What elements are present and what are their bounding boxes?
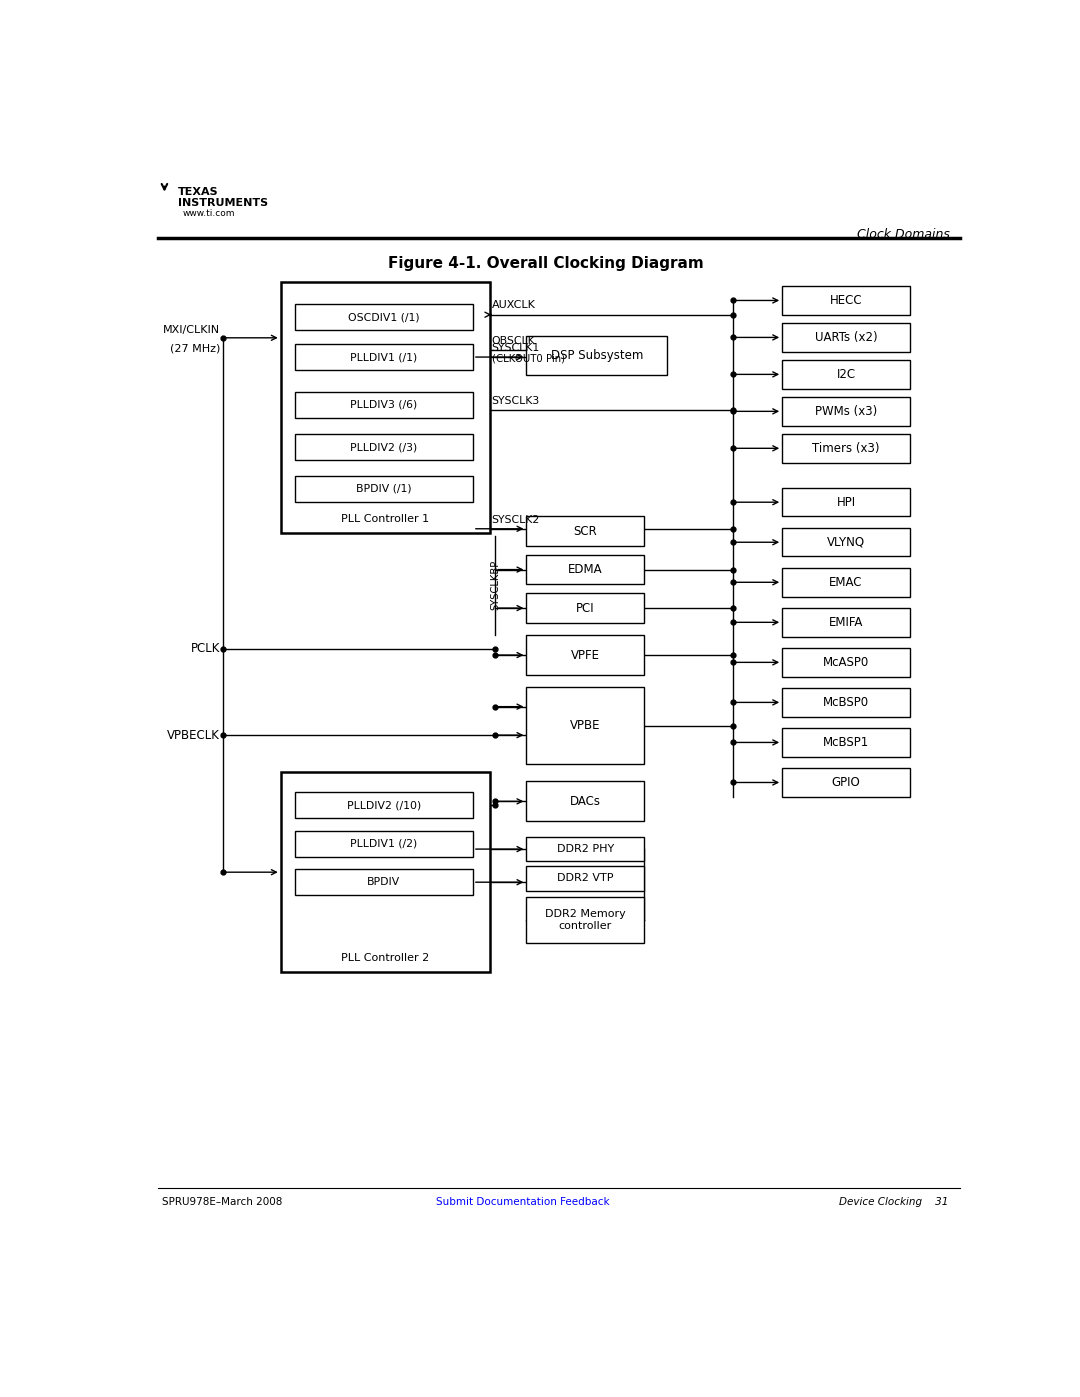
- Text: MXI/CLKIN: MXI/CLKIN: [163, 326, 220, 335]
- Bar: [782, 488, 910, 517]
- Bar: [782, 608, 910, 637]
- Bar: [782, 569, 910, 597]
- Text: EMAC: EMAC: [829, 576, 863, 588]
- Bar: [295, 475, 473, 502]
- Bar: [782, 397, 910, 426]
- Text: HPI: HPI: [837, 496, 855, 509]
- Bar: [526, 555, 644, 584]
- Bar: [295, 434, 473, 460]
- Text: SCR: SCR: [573, 525, 597, 538]
- Text: PCLK: PCLK: [191, 643, 220, 655]
- Text: GPIO: GPIO: [832, 775, 861, 789]
- Bar: [782, 323, 910, 352]
- Bar: [295, 869, 473, 895]
- Bar: [295, 391, 473, 418]
- Text: VPFE: VPFE: [570, 648, 599, 662]
- Text: www.ti.com: www.ti.com: [183, 210, 235, 218]
- Text: McASP0: McASP0: [823, 655, 869, 669]
- Bar: [526, 687, 644, 764]
- Text: PLL Controller 2: PLL Controller 2: [341, 953, 430, 963]
- Text: DDR2 PHY: DDR2 PHY: [556, 844, 613, 854]
- Text: AUXCLK: AUXCLK: [491, 300, 536, 310]
- Text: PCI: PCI: [576, 602, 595, 615]
- Text: SYSCLK1: SYSCLK1: [491, 344, 540, 353]
- Text: McBSP1: McBSP1: [823, 736, 869, 749]
- Text: McBSP0: McBSP0: [823, 696, 869, 708]
- Text: INSTRUMENTS: INSTRUMENTS: [177, 197, 268, 208]
- Bar: [782, 286, 910, 314]
- Bar: [526, 337, 667, 374]
- Text: SYSCLK3: SYSCLK3: [491, 397, 540, 407]
- Bar: [295, 792, 473, 819]
- Text: SYSCLK2: SYSCLK2: [491, 515, 540, 525]
- Bar: [782, 648, 910, 676]
- Bar: [295, 831, 473, 856]
- Text: OBSCLK: OBSCLK: [491, 335, 536, 345]
- Text: VLYNQ: VLYNQ: [827, 535, 865, 549]
- Bar: [295, 305, 473, 330]
- Text: DDR2 VTP: DDR2 VTP: [557, 873, 613, 883]
- Text: PLLDIV1 (/2): PLLDIV1 (/2): [350, 838, 417, 849]
- Text: PLL Controller 1: PLL Controller 1: [341, 514, 430, 524]
- Bar: [281, 282, 490, 534]
- Text: PLLDIV3 (/6): PLLDIV3 (/6): [350, 400, 417, 409]
- Bar: [782, 360, 910, 388]
- Bar: [526, 594, 644, 623]
- Bar: [295, 344, 473, 370]
- Bar: [782, 528, 910, 556]
- Text: VPBE: VPBE: [570, 719, 600, 732]
- Text: OSCDIV1 (/1): OSCDIV1 (/1): [348, 312, 420, 323]
- Text: Submit Documentation Feedback: Submit Documentation Feedback: [435, 1197, 609, 1207]
- Text: PWMs (x3): PWMs (x3): [815, 405, 877, 418]
- Text: HECC: HECC: [829, 293, 862, 307]
- Text: SYSCLKBP: SYSCLKBP: [490, 560, 500, 610]
- Bar: [526, 837, 644, 862]
- Text: TEXAS: TEXAS: [177, 187, 218, 197]
- Text: EDMA: EDMA: [568, 563, 603, 576]
- Text: Figure 4-1. Overall Clocking Diagram: Figure 4-1. Overall Clocking Diagram: [388, 256, 704, 271]
- Bar: [281, 773, 490, 972]
- Text: DDR2 Memory
controller: DDR2 Memory controller: [545, 909, 625, 930]
- Text: Timers (x3): Timers (x3): [812, 441, 880, 455]
- Text: BPDIV: BPDIV: [367, 877, 401, 887]
- Text: EMIFA: EMIFA: [828, 616, 863, 629]
- Text: PLLDIV2 (/10): PLLDIV2 (/10): [347, 800, 421, 810]
- Bar: [526, 897, 644, 943]
- Text: (CLKOUT0 Pin): (CLKOUT0 Pin): [491, 353, 565, 365]
- Bar: [782, 434, 910, 462]
- Bar: [782, 689, 910, 717]
- Text: PLLDIV2 (/3): PLLDIV2 (/3): [350, 441, 417, 453]
- Text: Clock Domains: Clock Domains: [858, 229, 950, 242]
- Text: (27 MHz): (27 MHz): [170, 344, 220, 353]
- Text: UARTs (x2): UARTs (x2): [814, 331, 877, 344]
- Bar: [526, 781, 644, 821]
- Text: I2C: I2C: [837, 367, 855, 381]
- Bar: [782, 768, 910, 796]
- Text: BPDIV (/1): BPDIV (/1): [356, 483, 411, 493]
- Bar: [526, 866, 644, 891]
- Bar: [782, 728, 910, 757]
- Text: SPRU978E–March 2008: SPRU978E–March 2008: [162, 1197, 283, 1207]
- Text: PLLDIV1 (/1): PLLDIV1 (/1): [350, 352, 417, 362]
- Text: Device Clocking    31: Device Clocking 31: [839, 1197, 948, 1207]
- Text: VPBECLK: VPBECLK: [167, 729, 220, 742]
- Bar: [526, 517, 644, 546]
- Text: DSP Subsystem: DSP Subsystem: [551, 349, 643, 362]
- Bar: [526, 636, 644, 675]
- Text: DACs: DACs: [570, 795, 600, 807]
